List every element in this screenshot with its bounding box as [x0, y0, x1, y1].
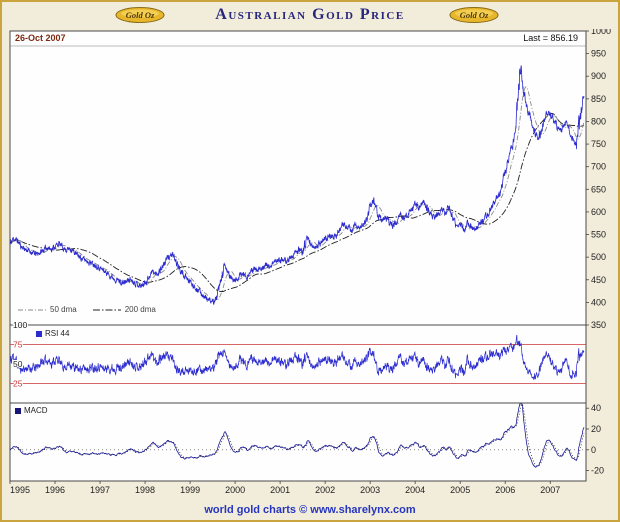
main-axis-label: 750	[591, 139, 606, 149]
main-axis-label: 800	[591, 116, 606, 126]
header-bar: Gold Oz Australian Gold Price Gold Oz	[2, 2, 618, 28]
price-line	[9, 65, 585, 306]
rsi-line	[9, 334, 585, 381]
dash-dot-sample-icon	[92, 309, 121, 310]
gold-price-chart: 1000950900850800750700650600550500450400…	[9, 29, 611, 495]
macd-axis-label: 40	[591, 403, 601, 413]
rsi-marker-icon	[36, 330, 42, 337]
legend-label: 200 dma	[124, 305, 156, 314]
main-axis-label: 1000	[591, 29, 611, 36]
main-axis-label: 700	[591, 162, 606, 172]
main-axis-label: 650	[591, 184, 606, 194]
macd-panel-tag: MACD	[15, 406, 48, 415]
logo-text: Gold Oz	[460, 10, 489, 20]
year-label: 1995	[10, 485, 30, 495]
macd-axis-label: -20	[591, 466, 604, 476]
year-label: 2007	[540, 485, 560, 495]
dash-dot-sample-icon	[18, 309, 46, 310]
legend-item-50dma: 50 dma	[18, 305, 77, 314]
main-axis-label: 350	[591, 320, 606, 330]
macd-axis-label: 20	[591, 424, 601, 434]
main-axis-label: 850	[591, 94, 606, 104]
macd-axis-label: 0	[591, 445, 596, 455]
year-label: 2000	[225, 485, 245, 495]
main-axis-label: 400	[591, 297, 606, 307]
date-label: 26-Oct 2007	[15, 33, 66, 43]
year-label: 1999	[180, 485, 200, 495]
macd-panel	[9, 402, 587, 482]
macd-line	[9, 403, 585, 468]
ma50-line	[9, 86, 585, 301]
rsi-axis-label: 100	[13, 320, 27, 330]
page-title: Australian Gold Price	[215, 6, 405, 23]
ma200-line	[9, 112, 585, 293]
macd-label: MACD	[24, 406, 48, 415]
main-axis-label: 450	[591, 275, 606, 285]
legend-item-200dma: 200 dma	[92, 305, 156, 314]
rsi-label: RSI 44	[45, 329, 70, 338]
legend-label: 50 dma	[50, 305, 77, 314]
gold-oz-logo-icon: Gold Oz	[115, 7, 165, 23]
rsi-axis-label: 50	[13, 359, 23, 369]
main-axis-label: 600	[591, 207, 606, 217]
main-axis-label: 500	[591, 252, 606, 262]
footer-credit: world gold charts © www.sharelynx.com	[204, 504, 416, 516]
year-label: 2002	[315, 485, 335, 495]
year-label: 2001	[270, 485, 290, 495]
last-price-label: Last = 856.19	[523, 33, 578, 43]
rsi-panel	[9, 324, 587, 404]
macd-marker-icon	[15, 407, 21, 414]
rsi-axis-label: 25	[13, 379, 23, 389]
main-panel	[9, 30, 587, 326]
year-label: 2003	[360, 485, 380, 495]
year-label: 1996	[45, 485, 65, 495]
gold-oz-logo-icon: Gold Oz	[449, 7, 499, 23]
legend: 50 dma 200 dma	[18, 305, 156, 314]
year-label: 1998	[135, 485, 155, 495]
main-axis-label: 950	[591, 49, 606, 59]
main-axis-label: 900	[591, 71, 606, 81]
rsi-panel-tag: RSI 44	[36, 329, 69, 338]
logo-highlight	[455, 9, 493, 18]
year-label: 2006	[495, 485, 515, 495]
year-label: 2005	[450, 485, 470, 495]
main-axis-label: 550	[591, 230, 606, 240]
rsi-axis-label: 75	[13, 340, 23, 350]
logo-highlight	[121, 9, 159, 18]
logo-text: Gold Oz	[126, 10, 155, 20]
year-label: 1997	[90, 485, 110, 495]
year-label: 2004	[405, 485, 425, 495]
